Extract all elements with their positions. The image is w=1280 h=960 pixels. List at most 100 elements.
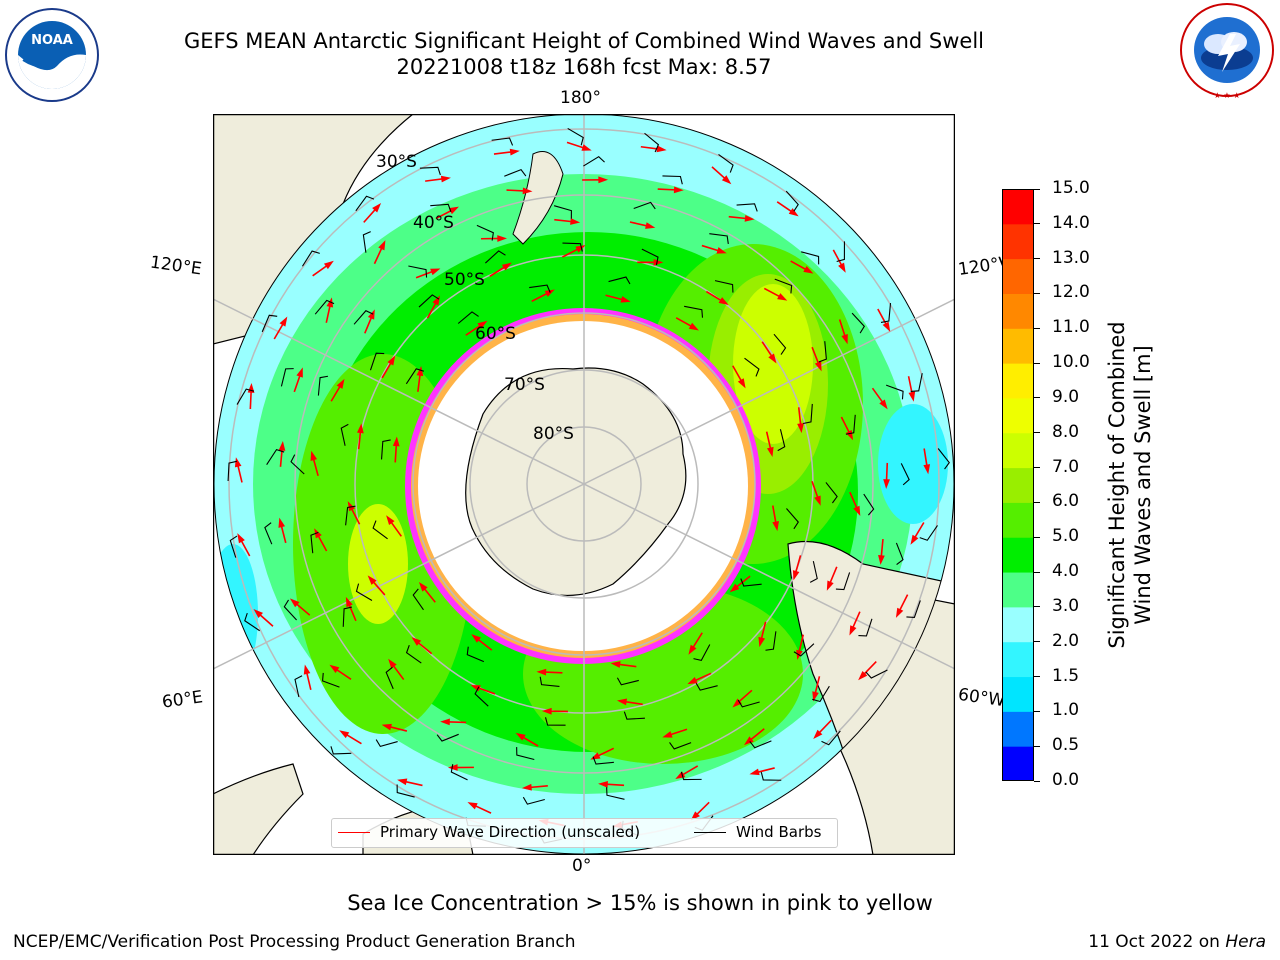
lon-label-60w: 60°W	[956, 684, 1007, 712]
wave-arrow-head	[372, 203, 382, 213]
noaa-logo-text: NOAA	[31, 33, 73, 48]
wave-arrow-head	[386, 515, 395, 526]
wind-barb	[749, 740, 772, 749]
wave-arrow-head	[278, 440, 286, 451]
wave-arrow-head	[849, 625, 857, 636]
wave-arrow-head	[279, 316, 288, 327]
noaa-logo: NOAA	[5, 8, 99, 102]
wave-arrow-head	[367, 575, 377, 585]
colorbar-tick-mark	[1034, 188, 1040, 190]
wind-barb	[301, 250, 320, 267]
wind-barb	[553, 205, 572, 219]
colorbar-tick-label: 15.0	[1052, 178, 1090, 198]
wind-barb	[821, 730, 841, 746]
colorbar-tick-mark	[1034, 397, 1040, 399]
colorbar-segment	[1002, 746, 1034, 781]
colorbar-segment	[1002, 363, 1034, 399]
colorbar-tick-label: 1.0	[1052, 700, 1080, 721]
wave-arrow-head	[772, 521, 779, 532]
wave-arrow-head	[858, 670, 868, 681]
wind-barb	[466, 646, 485, 663]
colorbar-tick-mark	[1034, 327, 1040, 329]
colorbar-tick-mark	[1034, 676, 1040, 678]
wind-barb	[786, 508, 799, 530]
wind-barb	[436, 733, 459, 742]
wind-barb	[616, 677, 639, 686]
lon-label-0: 0°	[572, 856, 592, 876]
wind-barb	[858, 618, 873, 637]
wind-barb	[865, 669, 888, 679]
wave-arrow-head	[570, 218, 581, 225]
wind-barb	[491, 137, 514, 146]
colorbar-tick-mark	[1034, 745, 1040, 747]
wind-barb	[835, 572, 851, 591]
wave-arrow-head	[812, 691, 819, 702]
colorbar-tick-label: 5.0	[1052, 526, 1080, 547]
wave-arrow-head	[416, 366, 424, 377]
wind-barb	[695, 682, 718, 691]
footer-host: Hera	[1225, 932, 1266, 952]
wave-arrow-head	[470, 685, 481, 692]
wave-arrow-head	[688, 322, 699, 331]
colorbar-tick-mark	[1034, 641, 1040, 643]
wind-barb	[693, 644, 711, 662]
wave-arrow-head	[718, 297, 729, 305]
lat-label-60s: 60°S	[475, 324, 516, 344]
wind-barb	[321, 672, 340, 688]
wind-barb	[773, 333, 787, 355]
lat-label-70s: 70°S	[504, 375, 545, 395]
wind-barbs	[227, 127, 950, 844]
wind-barb	[396, 784, 415, 798]
wave-arrow-head	[878, 554, 885, 565]
wave-arrow-head	[610, 661, 621, 668]
wind-barb	[476, 224, 494, 241]
wind-barb	[669, 742, 692, 750]
wave-arrow-head	[448, 206, 459, 215]
wave-arrow-head	[234, 457, 242, 468]
wave-arrow-head	[303, 664, 311, 675]
wave-arrow-head	[732, 698, 742, 708]
wave-arrow-head	[688, 644, 697, 655]
colorbar-segment	[1002, 293, 1034, 329]
wave-arrow-head	[411, 637, 422, 646]
wind-barb	[562, 242, 583, 252]
wind-barb	[836, 241, 845, 263]
wave-arrow-head	[497, 235, 508, 242]
colorbar-segment	[1002, 328, 1034, 364]
wind-barb	[606, 787, 625, 800]
wave-arrow-head	[418, 582, 428, 592]
wind-barb	[709, 233, 729, 245]
wind-barb	[765, 631, 777, 651]
colorbar	[1002, 189, 1034, 781]
wind-barb	[266, 448, 285, 465]
wave-arrow-head	[662, 731, 673, 738]
wave-arrow-head	[388, 658, 397, 669]
wind-barb	[863, 493, 875, 516]
wind-barb	[567, 127, 584, 146]
wave-arrow-head	[541, 707, 552, 715]
wave-arrow-head	[744, 736, 754, 746]
colorbar-segment	[1002, 641, 1034, 678]
sea-ice-note: Sea Ice Concentration > 15% is shown in …	[347, 891, 933, 915]
wind-barb	[714, 280, 734, 293]
nws-logo: ★ ★ ★	[1180, 3, 1274, 100]
wave-arrow-head	[598, 176, 609, 184]
legend-barb-line-icon	[694, 831, 726, 833]
wave-arrow-head	[575, 245, 586, 253]
colorbar-tick-label: 7.0	[1052, 456, 1080, 477]
wave-arrow-head	[716, 247, 727, 254]
wind-barb	[385, 666, 394, 690]
wind-barb	[818, 341, 827, 363]
wave-arrow-head	[673, 186, 684, 194]
colorbar-tick-label: 4.0	[1052, 561, 1080, 582]
wave-arrow-head	[440, 175, 451, 183]
wind-barb	[372, 520, 388, 540]
colorbar-tick-mark	[1034, 571, 1040, 573]
wind-barb	[419, 166, 441, 176]
wind-barb	[369, 352, 385, 371]
wind-barb	[294, 675, 303, 698]
wave-arrow-head	[687, 677, 698, 685]
wind-barb	[737, 699, 760, 708]
wind-barb	[283, 599, 298, 621]
wave-arrow-head	[758, 636, 765, 648]
